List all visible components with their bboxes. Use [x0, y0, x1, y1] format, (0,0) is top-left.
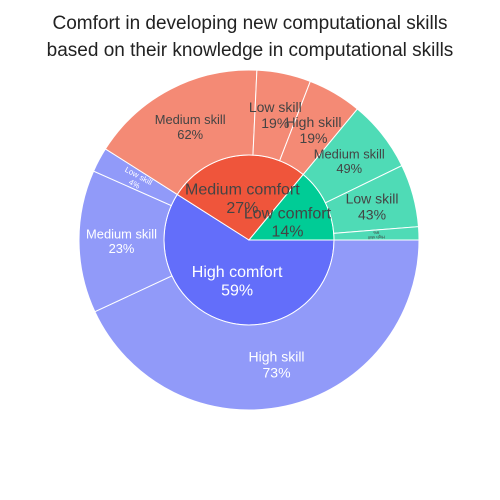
inner-label-high-comfort: High comfort 59%	[192, 264, 283, 299]
chart-title: Comfort in developing new computational …	[0, 10, 500, 64]
outer-label-medium-comfort-medium-skill: Medium skill 62%	[155, 112, 226, 142]
outer-label-low-comfort-medium-skill: Medium skill 49%	[314, 146, 385, 176]
chart-title-line-2: based on their knowledge in computationa…	[46, 40, 454, 61]
outer-label-high-comfort-high-skill: High skill 73%	[249, 348, 305, 380]
inner-label-medium-comfort: Medium comfort 27%	[185, 181, 300, 216]
outer-slice-high-comfort-high-skill[interactable]	[94, 239, 420, 411]
outer-label-high-comfort-medium-skill: Medium skill 23%	[86, 226, 157, 256]
outer-label-medium-comfort-high-skill: High skill 19%	[285, 114, 341, 146]
outer-label-low-comfort-low-skill: Low skill 43%	[346, 190, 399, 222]
chart-title-line-1: Comfort in developing new computational …	[52, 13, 448, 34]
outer-label-medium-comfort-low-skill: Low skill 19%	[249, 99, 302, 131]
inner-label-low-comfort: Low comfort 14%	[244, 205, 332, 240]
outer-slice-medium-comfort-medium-skill[interactable]	[104, 69, 258, 196]
outer-label-low-comfort-high-skill: High skill9%	[368, 230, 385, 240]
outer-slice-low-comfort-high-skill[interactable]	[333, 226, 420, 241]
